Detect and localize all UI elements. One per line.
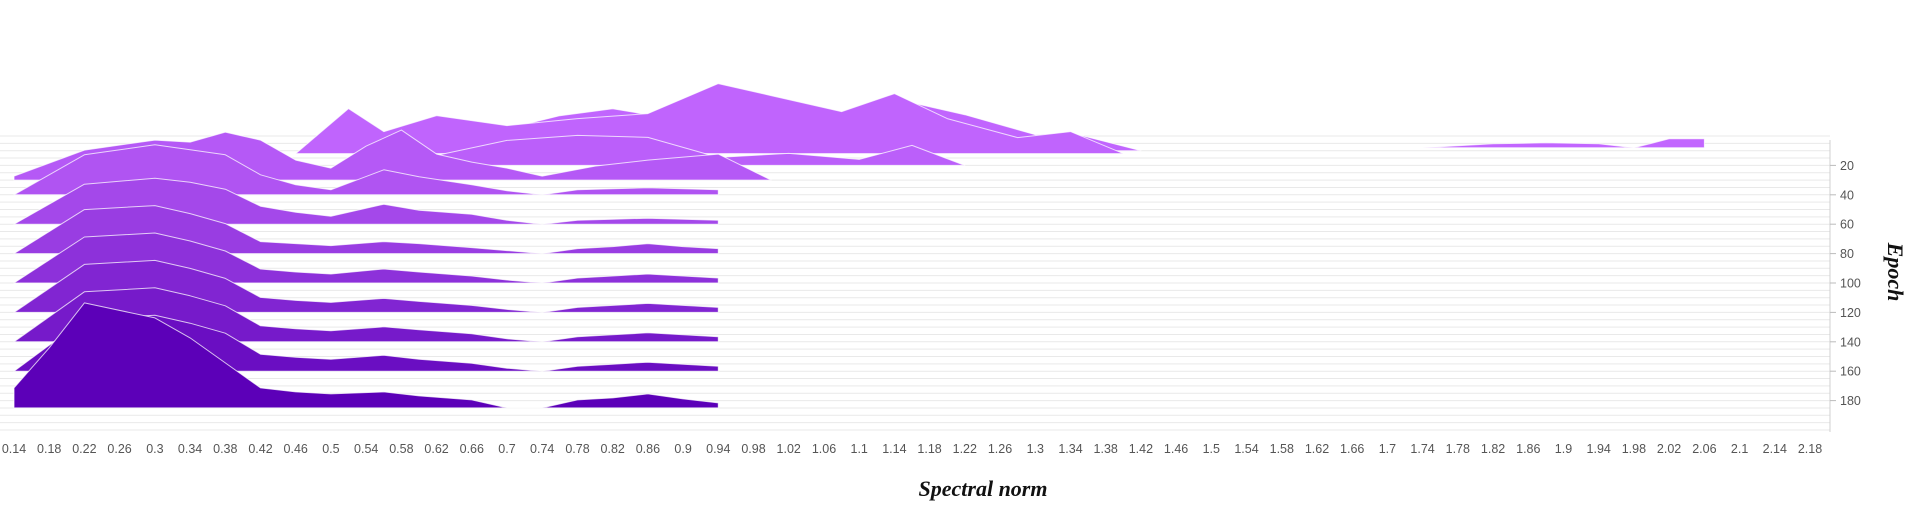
x-tick-label: 1.3 [1027, 442, 1044, 456]
x-tick-label: 1.78 [1446, 442, 1470, 456]
x-tick-label: 1.26 [988, 442, 1012, 456]
ridge-area [295, 83, 1124, 155]
ridge-area [13, 177, 719, 225]
y-tick-label: 80 [1840, 247, 1854, 261]
x-tick-label: 1.1 [851, 442, 868, 456]
ridge-area [13, 302, 719, 409]
x-tick-label: 1.18 [917, 442, 941, 456]
x-tick-label: 0.9 [674, 442, 691, 456]
x-tick-label: 1.06 [812, 442, 836, 456]
x-tick-label: 0.54 [354, 442, 378, 456]
y-tick-label: 20 [1840, 159, 1854, 173]
x-tick-label: 0.3 [146, 442, 163, 456]
x-tick-label: 0.94 [706, 442, 730, 456]
x-tick-label: 0.98 [741, 442, 765, 456]
x-tick-label: 0.74 [530, 442, 554, 456]
x-tick-label: 1.46 [1164, 442, 1188, 456]
ridges [13, 83, 1705, 409]
x-axis-title: Spectral norm [919, 476, 1048, 501]
x-tick-label: 1.5 [1203, 442, 1220, 456]
x-tick-label: 1.82 [1481, 442, 1505, 456]
x-tick-labels: 0.14 0.18 0.22 0.26 0.3 0.34 0.38 0.42 0.46 0.5 0.… [2, 442, 1822, 456]
x-tick-label: 0.62 [424, 442, 448, 456]
x-tick-label: 0.78 [565, 442, 589, 456]
y-tick-label: 60 [1840, 218, 1854, 232]
x-tick-label: 1.86 [1516, 442, 1540, 456]
x-tick-label: 0.26 [107, 442, 131, 456]
x-tick-label: 1.66 [1340, 442, 1364, 456]
x-tick-label: 1.14 [882, 442, 906, 456]
x-tick-label: 1.58 [1270, 442, 1294, 456]
x-tick-label: 1.22 [953, 442, 977, 456]
x-tick-label: 0.5 [322, 442, 339, 456]
ridge-area [1422, 138, 1705, 149]
x-tick-label: 1.98 [1622, 442, 1646, 456]
x-tick-label: 2.06 [1692, 442, 1716, 456]
x-tick-label: 1.62 [1305, 442, 1329, 456]
y-tick-label: 180 [1840, 394, 1861, 408]
x-tick-label: 1.7 [1379, 442, 1396, 456]
x-tick-label: 0.42 [248, 442, 272, 456]
x-tick-label: 0.86 [636, 442, 660, 456]
x-tick-label: 1.02 [777, 442, 801, 456]
x-tick-label: 2.1 [1731, 442, 1748, 456]
x-tick-label: 1.9 [1555, 442, 1572, 456]
x-tick-label: 1.42 [1129, 442, 1153, 456]
x-tick-label: 0.22 [72, 442, 96, 456]
x-tick-label: 1.74 [1410, 442, 1434, 456]
x-tick-label: 2.14 [1763, 442, 1787, 456]
x-tick-label: 0.7 [498, 442, 515, 456]
x-tick-label: 1.94 [1587, 442, 1611, 456]
x-tick-label: 0.38 [213, 442, 237, 456]
x-tick-label: 0.58 [389, 442, 413, 456]
x-tick-label: 0.14 [2, 442, 26, 456]
y-tick-label: 120 [1840, 306, 1861, 320]
x-tick-label: 0.18 [37, 442, 61, 456]
x-tick-label: 0.46 [284, 442, 308, 456]
x-tick-label: 2.02 [1657, 442, 1681, 456]
y-tick-labels: 20 40 60 80 100 120 140 160 180 [1830, 159, 1861, 408]
y-axis-title: Epoch [1883, 242, 1906, 302]
x-tick-label: 0.66 [460, 442, 484, 456]
y-tick-label: 40 [1840, 188, 1854, 202]
x-tick-label: 1.34 [1058, 442, 1082, 456]
x-tick-label: 1.54 [1234, 442, 1258, 456]
y-tick-label: 100 [1840, 277, 1861, 291]
x-tick-label: 0.82 [601, 442, 625, 456]
x-tick-label: 0.34 [178, 442, 202, 456]
y-tick-label: 140 [1840, 335, 1861, 349]
x-tick-label: 1.38 [1094, 442, 1118, 456]
x-tick-label: 2.18 [1798, 442, 1822, 456]
y-tick-label: 160 [1840, 365, 1861, 379]
